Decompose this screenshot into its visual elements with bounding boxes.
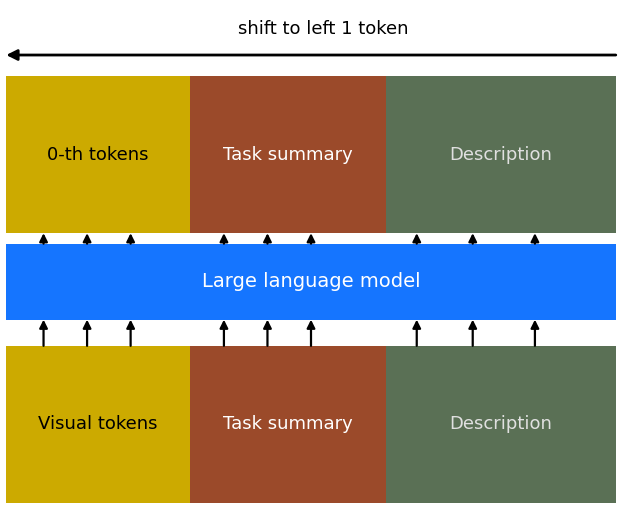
Bar [6,76,190,233]
Text: Description: Description [449,146,552,163]
Bar [190,76,386,233]
Text: Visual tokens: Visual tokens [38,416,158,433]
Bar [6,244,616,320]
Text: Large language model: Large language model [202,272,420,291]
Text: 0-th tokens: 0-th tokens [47,146,149,163]
Text: shift to left 1 token: shift to left 1 token [238,20,409,38]
Bar [190,346,386,503]
Text: Task summary: Task summary [223,146,353,163]
Bar [6,346,190,503]
Text: Description: Description [449,416,552,433]
Text: Task summary: Task summary [223,416,353,433]
Bar [386,346,616,503]
Bar [386,76,616,233]
